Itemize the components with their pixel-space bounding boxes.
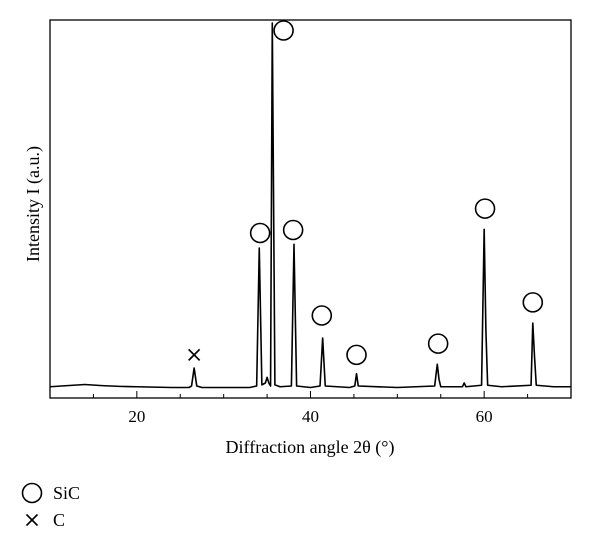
cross-stroke-b [25, 513, 39, 527]
series-line-0 [49, 22, 571, 389]
x-tick-label: 40 [302, 407, 319, 426]
sic-peak-marker [273, 20, 294, 41]
sic-peak-marker [427, 333, 449, 354]
legend-label: C [53, 510, 65, 530]
legend-cross-marker [25, 513, 39, 527]
legend-label: SiC [53, 483, 80, 503]
x-tick-label: 20 [128, 407, 145, 426]
cross-stroke-b [188, 348, 201, 361]
legend-item: C [25, 510, 65, 530]
x-tick-label: 60 [476, 407, 493, 426]
ticks-group: 20 40 60 [49, 391, 572, 426]
sic-peak-marker [522, 292, 544, 313]
y-axis-label: Intensity I (a.u.) [23, 146, 44, 262]
sic-peak-marker [474, 198, 496, 219]
series-group [49, 22, 571, 389]
carbon-peak-marker [188, 348, 201, 361]
sic-peak-marker [249, 222, 271, 244]
legend-item: SiC [21, 482, 80, 504]
sic-peak-marker [346, 344, 367, 366]
legend: SiC C [21, 482, 80, 530]
markers-group [188, 20, 544, 366]
sic-peak-marker [282, 219, 304, 241]
sic-peak-marker [311, 305, 333, 326]
legend-circle-marker [21, 482, 43, 504]
x-axis-label: Diffraction angle 2θ (°) [226, 437, 395, 458]
